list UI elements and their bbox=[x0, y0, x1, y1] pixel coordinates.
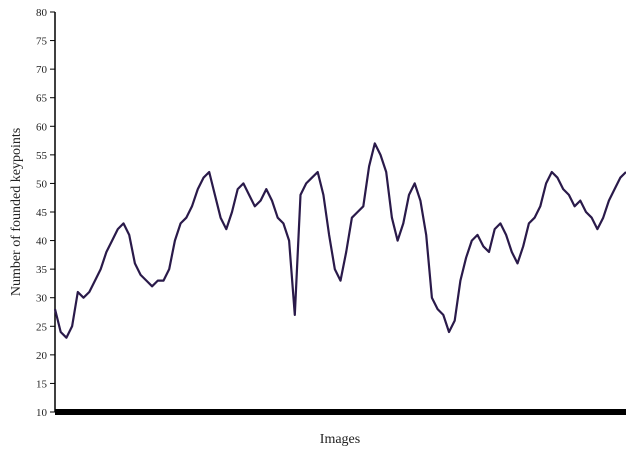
y-tick-label: 60 bbox=[36, 121, 48, 133]
y-axis-title: Number of founded keypoints bbox=[9, 128, 24, 296]
y-tick-label: 75 bbox=[36, 36, 48, 48]
y-tick-label: 40 bbox=[36, 236, 48, 248]
y-tick-label: 30 bbox=[36, 293, 48, 305]
y-tick-label: 15 bbox=[36, 378, 48, 390]
series-line bbox=[53, 142, 626, 339]
y-axis-ticks: 10 15 20 25 30 35 40 45 50 55 60 65 70 75 80 bbox=[36, 7, 55, 419]
y-tick-label: 25 bbox=[36, 321, 48, 333]
x-axis-title: Images bbox=[320, 432, 360, 447]
y-tick-label: 35 bbox=[36, 264, 48, 276]
y-tick-label: 70 bbox=[36, 64, 48, 76]
y-tick-label: 45 bbox=[36, 207, 48, 219]
y-tick-label: 10 bbox=[36, 407, 48, 419]
y-tick-label: 65 bbox=[36, 93, 48, 105]
y-tick-label: 50 bbox=[36, 178, 48, 190]
y-tick-label: 80 bbox=[36, 7, 48, 19]
y-tick-label: 55 bbox=[36, 150, 48, 162]
y-tick-label: 20 bbox=[36, 350, 48, 362]
